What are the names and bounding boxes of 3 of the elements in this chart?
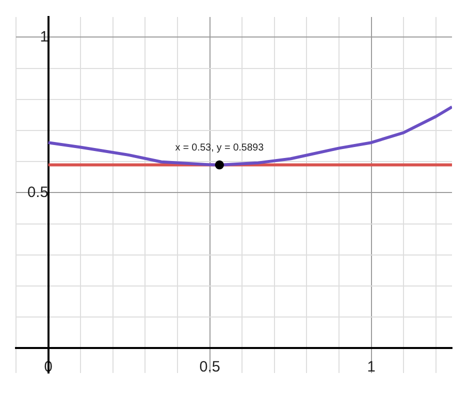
annotation: x = 0.53, y = 0.5893 [175,142,264,154]
x-tick-label: 1 [367,358,376,376]
x-tick-label: 0.5 [199,358,220,376]
